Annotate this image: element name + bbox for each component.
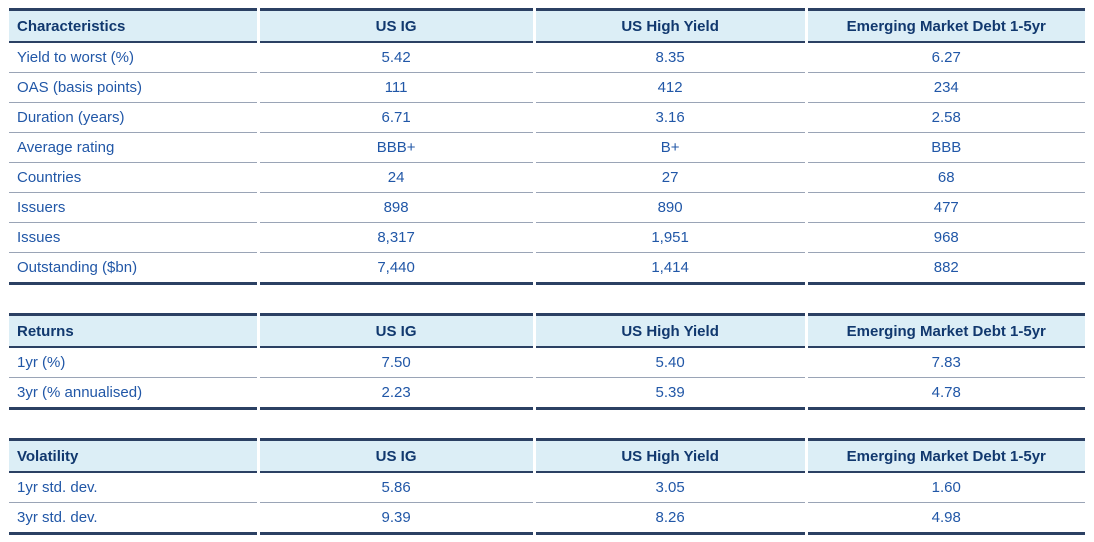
characteristics-table: Characteristics US IG US High Yield Emer…: [6, 8, 1088, 285]
column-header-us-high-yield: US High Yield: [535, 8, 805, 43]
table-title-returns: Returns: [9, 313, 257, 348]
cell-value: 6.71: [259, 103, 533, 133]
cell-value: 5.40: [535, 348, 805, 378]
cell-value: 4.78: [807, 378, 1085, 410]
table-row: 3yr std. dev. 9.39 8.26 4.98: [9, 503, 1085, 535]
table-header-row: Returns US IG US High Yield Emerging Mar…: [9, 313, 1085, 348]
row-label: Duration (years): [9, 103, 257, 133]
cell-value: 968: [807, 223, 1085, 253]
cell-value: 1.60: [807, 473, 1085, 503]
table-row: Outstanding ($bn) 7,440 1,414 882: [9, 253, 1085, 285]
cell-value: 234: [807, 73, 1085, 103]
row-label: Outstanding ($bn): [9, 253, 257, 285]
cell-value: 6.27: [807, 43, 1085, 73]
table-header-row: Characteristics US IG US High Yield Emer…: [9, 8, 1085, 43]
cell-value: 1,951: [535, 223, 805, 253]
cell-value: 8.26: [535, 503, 805, 535]
column-header-us-ig: US IG: [259, 438, 533, 473]
column-header-em-debt: Emerging Market Debt 1-5yr: [807, 438, 1085, 473]
table-row: Countries 24 27 68: [9, 163, 1085, 193]
column-header-em-debt: Emerging Market Debt 1-5yr: [807, 8, 1085, 43]
table-row: OAS (basis points) 111 412 234: [9, 73, 1085, 103]
cell-value: 27: [535, 163, 805, 193]
cell-value: B+: [535, 133, 805, 163]
cell-value: 477: [807, 193, 1085, 223]
cell-value: BBB: [807, 133, 1085, 163]
cell-value: 4.98: [807, 503, 1085, 535]
column-header-us-high-yield: US High Yield: [535, 313, 805, 348]
table-row: Average rating BBB+ B+ BBB: [9, 133, 1085, 163]
column-header-em-debt: Emerging Market Debt 1-5yr: [807, 313, 1085, 348]
cell-value: 890: [535, 193, 805, 223]
column-header-us-high-yield: US High Yield: [535, 438, 805, 473]
row-label: 1yr std. dev.: [9, 473, 257, 503]
cell-value: 9.39: [259, 503, 533, 535]
cell-value: 3.16: [535, 103, 805, 133]
cell-value: 412: [535, 73, 805, 103]
column-header-us-ig: US IG: [259, 313, 533, 348]
cell-value: 7.83: [807, 348, 1085, 378]
table-row: Duration (years) 6.71 3.16 2.58: [9, 103, 1085, 133]
row-label: Yield to worst (%): [9, 43, 257, 73]
table-row: Yield to worst (%) 5.42 8.35 6.27: [9, 43, 1085, 73]
row-label: Countries: [9, 163, 257, 193]
cell-value: 2.58: [807, 103, 1085, 133]
cell-value: 24: [259, 163, 533, 193]
table-header-row: Volatility US IG US High Yield Emerging …: [9, 438, 1085, 473]
row-label: OAS (basis points): [9, 73, 257, 103]
row-label: Issues: [9, 223, 257, 253]
row-label: Issuers: [9, 193, 257, 223]
cell-value: 3.05: [535, 473, 805, 503]
table-row: 1yr std. dev. 5.86 3.05 1.60: [9, 473, 1085, 503]
table-row: Issues 8,317 1,951 968: [9, 223, 1085, 253]
cell-value: 898: [259, 193, 533, 223]
volatility-table: Volatility US IG US High Yield Emerging …: [6, 438, 1088, 535]
cell-value: 7.50: [259, 348, 533, 378]
table-row: 1yr (%) 7.50 5.40 7.83: [9, 348, 1085, 378]
cell-value: 5.86: [259, 473, 533, 503]
cell-value: 2.23: [259, 378, 533, 410]
cell-value: BBB+: [259, 133, 533, 163]
table-title-volatility: Volatility: [9, 438, 257, 473]
row-label: 3yr (% annualised): [9, 378, 257, 410]
cell-value: 8,317: [259, 223, 533, 253]
cell-value: 5.39: [535, 378, 805, 410]
cell-value: 5.42: [259, 43, 533, 73]
returns-table: Returns US IG US High Yield Emerging Mar…: [6, 313, 1088, 410]
row-label: Average rating: [9, 133, 257, 163]
table-row: Issuers 898 890 477: [9, 193, 1085, 223]
row-label: 3yr std. dev.: [9, 503, 257, 535]
cell-value: 68: [807, 163, 1085, 193]
cell-value: 111: [259, 73, 533, 103]
cell-value: 7,440: [259, 253, 533, 285]
table-title-characteristics: Characteristics: [9, 8, 257, 43]
table-row: 3yr (% annualised) 2.23 5.39 4.78: [9, 378, 1085, 410]
cell-value: 1,414: [535, 253, 805, 285]
row-label: 1yr (%): [9, 348, 257, 378]
cell-value: 8.35: [535, 43, 805, 73]
cell-value: 882: [807, 253, 1085, 285]
column-header-us-ig: US IG: [259, 8, 533, 43]
